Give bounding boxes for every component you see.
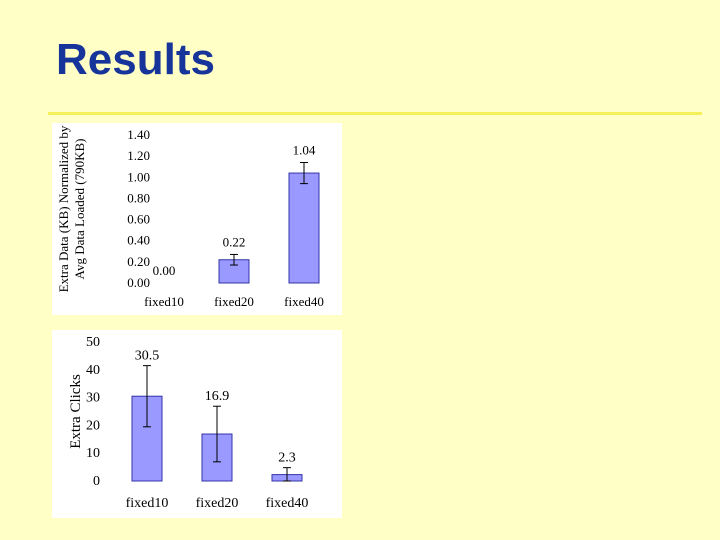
data-label-fixed10: 0.00 [153, 263, 176, 278]
category-label-fixed10: fixed10 [144, 294, 184, 309]
y-tick-label: 1.40 [127, 127, 150, 142]
y-tick-label: 40 [86, 363, 100, 378]
category-label-fixed20: fixed20 [214, 294, 254, 309]
data-label-fixed10: 30.5 [135, 349, 160, 364]
y-tick-label: 0.40 [127, 233, 150, 248]
y-tick-label: 0.60 [127, 212, 150, 227]
y-tick-label: 50 [86, 335, 100, 350]
chart-extra-clicks: Extra Clicks 0 10 20 30 40 50 30.5 fixed10 16.9 fi… [52, 330, 342, 518]
chart-extra-clicks-svg: Extra Clicks 0 10 20 30 40 50 30.5 fixed10 16.9 fi… [68, 335, 309, 511]
bar-fixed40 [288, 172, 320, 284]
data-label-fixed20: 16.9 [205, 389, 230, 404]
y-tick-label: 0.80 [127, 190, 150, 205]
y-axis-label-line2: Avg Data Loaded (790KB) [72, 139, 87, 280]
chart-extra-data-svg: Extra Data (KB) Normalized by Avg Data Lo… [56, 125, 324, 309]
y-tick-label: 1.20 [127, 148, 150, 163]
category-label-fixed40: fixed40 [284, 294, 324, 309]
y-tick-label: 10 [86, 446, 100, 461]
y-axis-label-line1: Extra Data (KB) Normalized by [56, 125, 71, 292]
y-axis-label: Extra Clicks [68, 374, 84, 449]
y-tick-label: 0 [93, 474, 100, 489]
data-label-fixed20: 0.22 [223, 234, 246, 249]
category-label-fixed10: fixed10 [126, 496, 169, 511]
y-tick-label: 20 [86, 418, 100, 433]
y-tick-label: 0.00 [127, 275, 150, 290]
title-divider [48, 112, 702, 115]
y-tick-label: 1.00 [127, 169, 150, 184]
chart-extra-data: Extra Data (KB) Normalized by Avg Data Lo… [52, 123, 342, 315]
slide-title: Results [56, 35, 215, 84]
data-label-fixed40: 1.04 [293, 142, 316, 157]
category-label-fixed20: fixed20 [196, 496, 239, 511]
y-tick-label: 0.20 [127, 254, 150, 269]
y-tick-label: 30 [86, 391, 100, 406]
category-label-fixed40: fixed40 [266, 496, 309, 511]
data-label-fixed40: 2.3 [278, 451, 296, 466]
